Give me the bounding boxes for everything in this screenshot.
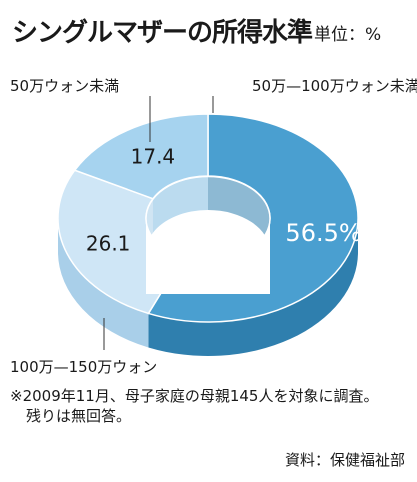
value-label-0: 56.5% (285, 219, 361, 247)
hole-rim (145, 175, 271, 262)
value-label-1: 26.1 (86, 232, 131, 256)
category-label-1: 100万—150万ウォン (10, 358, 157, 376)
footnote-line-1: ※2009年11月、母子家庭の母親145人を対象に調査。 (10, 387, 379, 405)
inner-wall-0-1 (208, 176, 270, 252)
chart-title: シングルマザーの所得水準 (12, 18, 313, 48)
slice-side-0 (148, 218, 358, 356)
category-label-2: 50万ウォン未満 (10, 77, 119, 95)
footnote-line-2: 残りは無回答。 (26, 407, 132, 425)
hole-mask (146, 218, 270, 294)
footnote: ※2009年11月、母子家庭の母親145人を対象に調査。 残りは無回答。 (10, 386, 378, 426)
unit-label: 単位：% (314, 25, 382, 45)
value-label-2: 17.4 (131, 145, 176, 169)
source-label: 資料：保健福祉部 (284, 451, 405, 469)
inner-wall-2-0 (152, 176, 208, 233)
slice-side-1 (58, 218, 149, 348)
category-label-0: 50万—100万ウォン未満 (252, 77, 417, 95)
